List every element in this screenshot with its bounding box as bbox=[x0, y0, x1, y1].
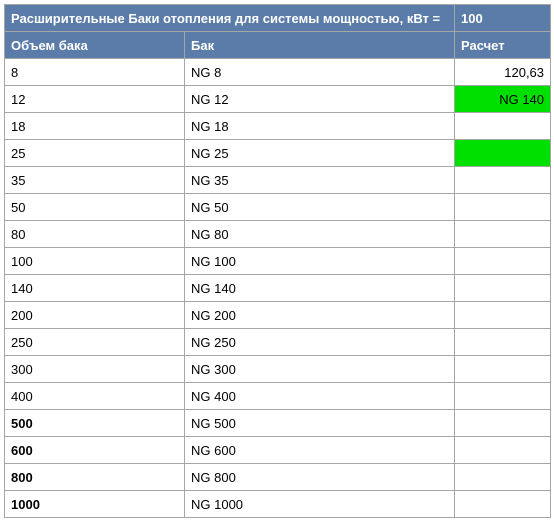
table-row: 50NG 50 bbox=[5, 194, 551, 221]
cell-volume: 200 bbox=[5, 302, 185, 329]
table-row: 250NG 250 bbox=[5, 329, 551, 356]
cell-calc: NG 140 bbox=[455, 86, 551, 113]
table-row: 18NG 18 bbox=[5, 113, 551, 140]
cell-calc bbox=[455, 275, 551, 302]
cell-calc bbox=[455, 167, 551, 194]
cell-calc bbox=[455, 383, 551, 410]
cell-tank: NG 600 bbox=[185, 437, 455, 464]
cell-tank: NG 35 bbox=[185, 167, 455, 194]
table-row: 300NG 300 bbox=[5, 356, 551, 383]
cell-tank: NG 80 bbox=[185, 221, 455, 248]
cell-volume: 100 bbox=[5, 248, 185, 275]
cell-tank: NG 300 bbox=[185, 356, 455, 383]
cell-volume: 80 bbox=[5, 221, 185, 248]
cell-volume: 600 bbox=[5, 437, 185, 464]
table-header-row: Объем бака Бак Расчет bbox=[5, 32, 551, 59]
expansion-tank-table: Расширительные Баки отопления для систем… bbox=[4, 4, 551, 518]
table-row: 140NG 140 bbox=[5, 275, 551, 302]
table-row: 600NG 600 bbox=[5, 437, 551, 464]
cell-volume: 500 bbox=[5, 410, 185, 437]
col-header-calc: Расчет bbox=[455, 32, 551, 59]
cell-tank: NG 25 bbox=[185, 140, 455, 167]
cell-calc bbox=[455, 248, 551, 275]
cell-calc bbox=[455, 491, 551, 518]
cell-calc bbox=[455, 302, 551, 329]
table-row: 35NG 35 bbox=[5, 167, 551, 194]
table-row: 25NG 25 bbox=[5, 140, 551, 167]
table-body: 8NG 8120,6312NG 12NG 14018NG 1825NG 2535… bbox=[5, 59, 551, 518]
table-row: 12NG 12NG 140 bbox=[5, 86, 551, 113]
table-row: 200NG 200 bbox=[5, 302, 551, 329]
cell-volume: 800 bbox=[5, 464, 185, 491]
cell-tank: NG 1000 bbox=[185, 491, 455, 518]
cell-volume: 400 bbox=[5, 383, 185, 410]
cell-calc bbox=[455, 356, 551, 383]
cell-volume: 8 bbox=[5, 59, 185, 86]
cell-volume: 12 bbox=[5, 86, 185, 113]
table-title-row: Расширительные Баки отопления для систем… bbox=[5, 5, 551, 32]
cell-tank: NG 800 bbox=[185, 464, 455, 491]
cell-tank: NG 140 bbox=[185, 275, 455, 302]
cell-calc bbox=[455, 140, 551, 167]
table-row: 100NG 100 bbox=[5, 248, 551, 275]
cell-volume: 25 bbox=[5, 140, 185, 167]
cell-volume: 300 bbox=[5, 356, 185, 383]
kw-value: 100 bbox=[455, 5, 551, 32]
cell-tank: NG 50 bbox=[185, 194, 455, 221]
table-title: Расширительные Баки отопления для систем… bbox=[5, 5, 455, 32]
cell-volume: 250 bbox=[5, 329, 185, 356]
cell-tank: NG 12 bbox=[185, 86, 455, 113]
cell-calc: 120,63 bbox=[455, 59, 551, 86]
cell-volume: 35 bbox=[5, 167, 185, 194]
cell-volume: 50 bbox=[5, 194, 185, 221]
cell-calc bbox=[455, 221, 551, 248]
cell-tank: NG 8 bbox=[185, 59, 455, 86]
col-header-tank: Бак bbox=[185, 32, 455, 59]
table-row: 500NG 500 bbox=[5, 410, 551, 437]
cell-calc bbox=[455, 329, 551, 356]
cell-calc bbox=[455, 113, 551, 140]
table-row: 800NG 800 bbox=[5, 464, 551, 491]
cell-tank: NG 200 bbox=[185, 302, 455, 329]
table-row: 1000NG 1000 bbox=[5, 491, 551, 518]
cell-volume: 140 bbox=[5, 275, 185, 302]
cell-tank: NG 250 bbox=[185, 329, 455, 356]
table-row: 80NG 80 bbox=[5, 221, 551, 248]
cell-calc bbox=[455, 410, 551, 437]
cell-calc bbox=[455, 437, 551, 464]
cell-tank: NG 18 bbox=[185, 113, 455, 140]
cell-volume: 18 bbox=[5, 113, 185, 140]
cell-tank: NG 500 bbox=[185, 410, 455, 437]
cell-tank: NG 100 bbox=[185, 248, 455, 275]
cell-volume: 1000 bbox=[5, 491, 185, 518]
cell-calc bbox=[455, 194, 551, 221]
table-row: 8NG 8120,63 bbox=[5, 59, 551, 86]
cell-tank: NG 400 bbox=[185, 383, 455, 410]
cell-calc bbox=[455, 464, 551, 491]
col-header-volume: Объем бака bbox=[5, 32, 185, 59]
table-row: 400NG 400 bbox=[5, 383, 551, 410]
